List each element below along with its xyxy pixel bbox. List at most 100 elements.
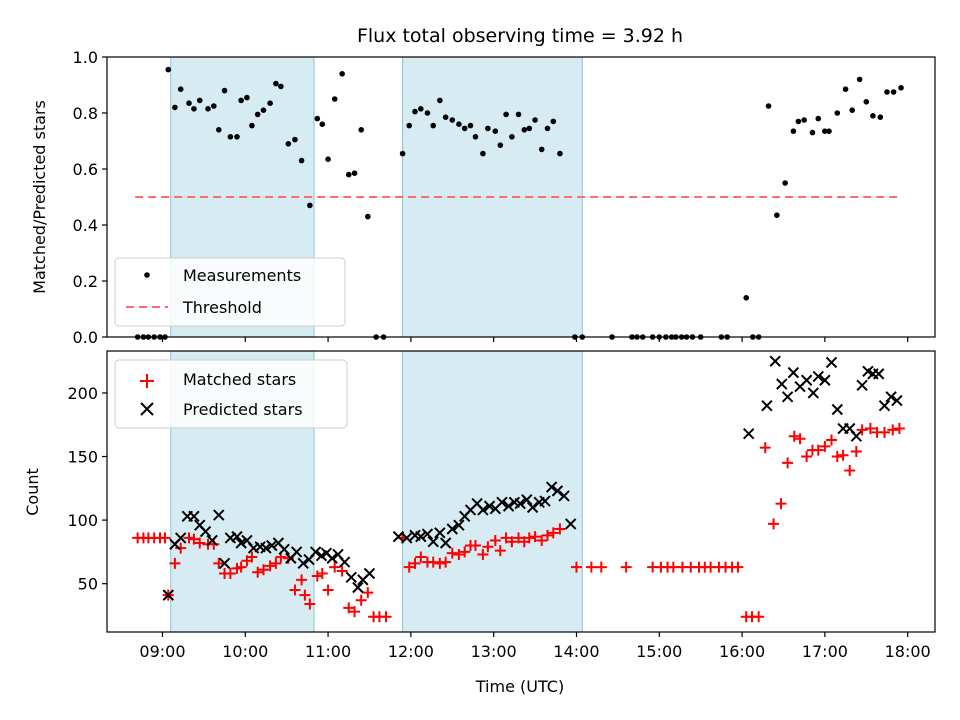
predicted-legend-marker — [140, 402, 154, 416]
predicted-star-point — [807, 387, 819, 399]
measurement-point — [314, 115, 321, 122]
measurement-point — [826, 128, 832, 134]
measurement-point — [278, 83, 284, 90]
matched-star-point — [794, 433, 806, 445]
x-tick-label: 15:00 — [636, 642, 682, 661]
measurement-point — [774, 212, 780, 218]
matched-star-point — [782, 457, 794, 469]
measurement-point — [205, 106, 211, 112]
measurement-point — [399, 150, 406, 157]
predicted-star-point — [434, 527, 446, 539]
measurement-point — [227, 134, 234, 140]
measurement-point — [863, 99, 870, 105]
predicted-star-point — [850, 430, 863, 442]
measurement-point — [437, 97, 443, 104]
matched-star-point — [304, 598, 316, 610]
matched-star-point — [159, 532, 171, 544]
matched-star-point — [252, 566, 264, 578]
measurement-point — [339, 71, 345, 77]
predicted-star-point — [477, 504, 489, 516]
matched-star-point — [316, 568, 328, 580]
measurement-point — [480, 150, 486, 157]
measurement-point — [418, 106, 424, 112]
matched-star-point — [427, 556, 439, 568]
matched-star-point — [355, 594, 367, 606]
measurement-point — [285, 141, 292, 147]
predicted-legend-label: Predicted stars — [183, 400, 303, 419]
measurement-point — [492, 128, 499, 134]
x-tick-label: 16:00 — [719, 642, 765, 661]
predicted-star-point — [260, 542, 272, 554]
matched-legend-label: Matched stars — [183, 370, 296, 389]
y-tick-label: 1.0 — [73, 48, 98, 67]
measurements-legend-marker — [144, 272, 150, 278]
matched-star-point — [837, 449, 849, 461]
predicted-star-point — [521, 494, 533, 506]
predicted-star-point — [401, 532, 413, 544]
predicted-star-point — [446, 523, 458, 535]
measurement-point — [238, 97, 244, 104]
predicted-star-point — [819, 374, 831, 386]
matched-star-point — [257, 564, 269, 576]
measurement-point — [172, 104, 178, 111]
top-y-axis-label: Matched/Predicted stars — [30, 100, 49, 294]
measurement-point — [358, 127, 364, 133]
top-panel-frame — [106, 56, 936, 338]
measurement-point — [467, 122, 474, 129]
matched-star-point — [547, 527, 559, 539]
measurement-point — [515, 111, 522, 118]
matched-star-point — [183, 532, 195, 544]
y-tick-label: 200 — [67, 384, 98, 403]
matched-star-point — [887, 424, 899, 436]
measurement-point — [449, 117, 456, 123]
x-tick-label: 17:00 — [802, 642, 848, 661]
predicted-star-point — [800, 374, 813, 386]
y-tick-label: 0.4 — [73, 216, 98, 235]
predicted-star-point — [439, 537, 452, 549]
measurement-point — [801, 117, 807, 123]
matched-star-point — [595, 561, 607, 573]
matched-star-point — [362, 587, 374, 599]
measurement-point — [538, 146, 545, 153]
predicted-star-point — [345, 571, 357, 584]
matched-star-point — [477, 548, 489, 560]
matched-star-point — [343, 602, 355, 614]
matched-star-point — [469, 540, 481, 552]
x-tick-label: 10:00 — [222, 642, 268, 661]
predicted-star-point — [199, 525, 212, 538]
matched-star-point — [289, 584, 301, 596]
predicted-star-point — [545, 481, 558, 493]
measurement-point — [544, 125, 551, 132]
measurement-point — [177, 86, 184, 92]
matched-star-point — [856, 424, 868, 436]
measurement-point — [254, 111, 261, 118]
predicted-star-point — [812, 370, 824, 383]
predicted-stars-points — [162, 355, 903, 601]
predicted-star-point — [564, 518, 577, 530]
measurement-point — [165, 66, 172, 73]
predicted-star-point — [496, 496, 508, 509]
x-tick-label: 14:00 — [553, 642, 599, 661]
matched-star-point — [194, 537, 206, 549]
matched-star-point — [753, 611, 765, 623]
y-tick-label: 50 — [78, 575, 98, 594]
y-tick-label: 100 — [67, 511, 98, 530]
bottom-legend-box — [114, 359, 348, 429]
measurement-point — [319, 121, 326, 127]
measurement-point — [526, 125, 533, 132]
matched-star-point — [482, 541, 494, 553]
measurement-point — [521, 127, 528, 133]
matched-star-point — [446, 547, 458, 559]
predicted-star-point — [266, 539, 278, 552]
measurement-point — [890, 89, 897, 95]
measurement-point — [461, 125, 468, 132]
predicted-star-point — [891, 394, 903, 407]
matched-star-point — [188, 533, 200, 545]
top-legend: Measurements Threshold — [114, 257, 346, 327]
matched-star-point — [403, 561, 415, 573]
threshold-legend-label: Threshold — [182, 298, 262, 317]
measurement-point — [834, 110, 841, 116]
x-tick-label: 09:00 — [139, 642, 185, 661]
matched-star-point — [513, 532, 525, 544]
